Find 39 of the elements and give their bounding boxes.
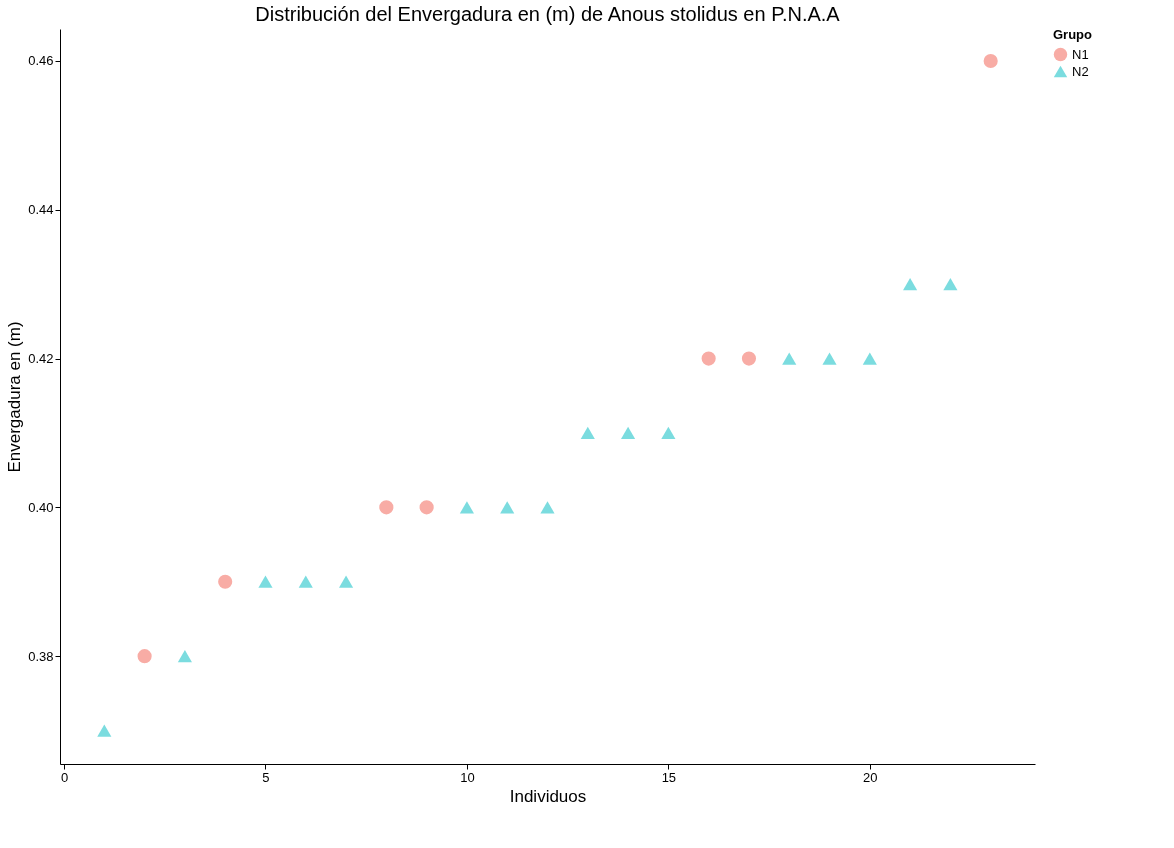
y-tick-label: 0.46 — [28, 53, 54, 69]
point — [97, 724, 112, 737]
x-tick-label: 20 — [863, 769, 878, 785]
x-tick-label: 15 — [661, 769, 677, 785]
point — [419, 500, 434, 515]
point — [218, 574, 233, 589]
x-tick-label: 0 — [60, 769, 69, 785]
legend-label: N1 — [1072, 46, 1089, 62]
point — [983, 53, 998, 69]
x-tick-label: 5 — [262, 769, 270, 785]
point — [580, 426, 595, 440]
point — [943, 278, 958, 291]
x-axis-title: Individuos — [509, 786, 587, 806]
y-tick-label: 0.40 — [28, 499, 54, 515]
y-tick-label: 0.38 — [28, 648, 54, 664]
legend-title: Grupo — [1053, 27, 1093, 42]
point — [500, 501, 515, 514]
point — [177, 650, 192, 663]
point — [822, 352, 837, 365]
point — [258, 575, 273, 588]
legend-label: N2 — [1072, 63, 1089, 79]
y-tick-label: 0.44 — [28, 202, 54, 218]
point — [741, 351, 757, 366]
point — [459, 501, 474, 514]
point — [379, 500, 394, 515]
point — [661, 426, 676, 440]
point — [137, 649, 152, 664]
y-axis-title: Envergadura en (m) — [5, 321, 25, 473]
point — [862, 352, 877, 365]
point — [701, 351, 716, 366]
point — [782, 352, 797, 365]
point — [540, 501, 555, 514]
point — [621, 426, 636, 440]
y-tick-label: 0.42 — [28, 351, 54, 367]
point — [903, 278, 918, 291]
chart-title: Distribución del Envergadura en (m) de Anous stolidus en P.N.A.A — [255, 3, 841, 25]
point — [338, 575, 354, 588]
point — [298, 575, 313, 588]
x-tick-label: 10 — [460, 769, 475, 785]
